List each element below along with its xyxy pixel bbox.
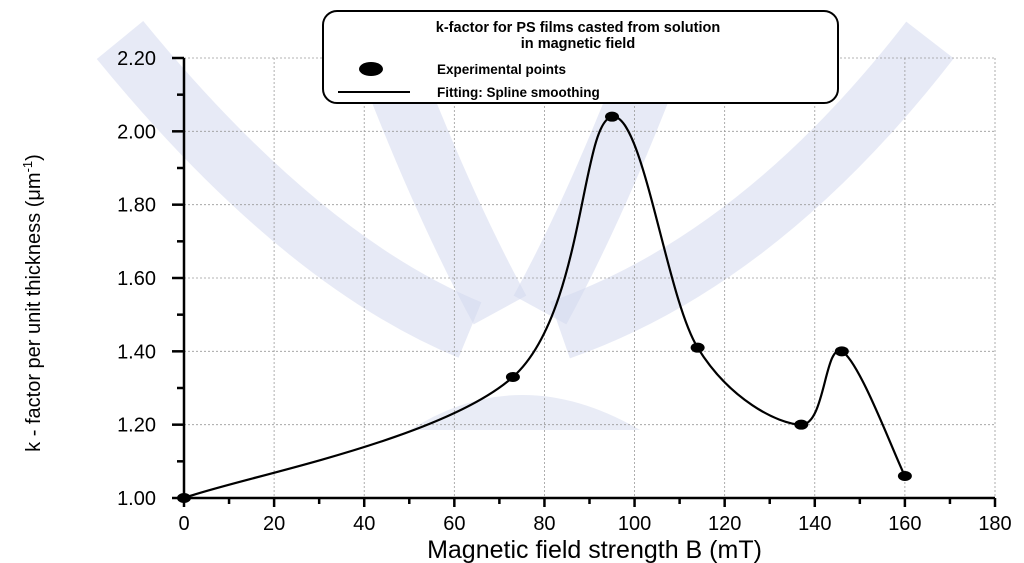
data-point: [897, 471, 912, 481]
data-point: [605, 111, 620, 122]
x-tick-label: 20: [263, 513, 285, 535]
data-point: [177, 493, 191, 503]
x-tick-label: 180: [978, 513, 1011, 535]
x-tick-label: 0: [178, 513, 189, 535]
legend-title-line2: in magnetic field: [521, 36, 635, 52]
axis-ticks: [172, 56, 997, 507]
legend: k-factor for PS films casted from soluti…: [322, 10, 839, 104]
x-tick-label: 60: [443, 513, 465, 535]
y-axis-label-unit: μm: [23, 172, 45, 200]
data-point: [505, 372, 520, 382]
experimental-points: [177, 111, 912, 503]
x-tick-label: 40: [353, 513, 375, 535]
data-point: [690, 342, 705, 353]
y-tick-label: 1.20: [117, 415, 156, 437]
legend-title-line1: k-factor for PS films casted from soluti…: [436, 20, 720, 36]
x-tick-label: 80: [533, 513, 555, 535]
y-axis-label: k - factor per unit thickness (μm-1): [20, 154, 45, 452]
y-axis-label-sup: -1: [20, 161, 35, 173]
y-tick-label: 1.00: [117, 488, 156, 510]
y-tick-label: 1.40: [117, 341, 156, 363]
data-point: [834, 346, 849, 357]
x-axis-label: Magnetic field strength B (mT): [427, 536, 762, 563]
x-tick-label: 140: [798, 513, 831, 535]
y-axis-label-close: ): [23, 154, 45, 161]
legend-box: [322, 10, 839, 104]
y-axis-label-main: k - factor per unit thickness (: [23, 200, 45, 452]
y-tick-label: 1.80: [117, 195, 156, 217]
legend-entry-points: Experimental points: [437, 62, 566, 77]
x-tick-label: 120: [708, 513, 741, 535]
data-point: [794, 419, 809, 430]
x-tick-label: 100: [618, 513, 651, 535]
y-tick-label: 2.20: [117, 48, 156, 70]
x-tick-label: 160: [888, 513, 921, 535]
legend-entry-fit: Fitting: Spline smoothing: [437, 85, 600, 100]
y-tick-labels: 1.00 1.20 1.40 1.60 1.80 2.00 2.20: [117, 48, 156, 510]
y-tick-label: 2.00: [117, 121, 156, 143]
x-tick-labels: 0 20 40 60 80 100 120 140 160 180: [178, 513, 1011, 535]
legend-point-marker: [359, 62, 383, 76]
y-tick-label: 1.60: [117, 268, 156, 290]
